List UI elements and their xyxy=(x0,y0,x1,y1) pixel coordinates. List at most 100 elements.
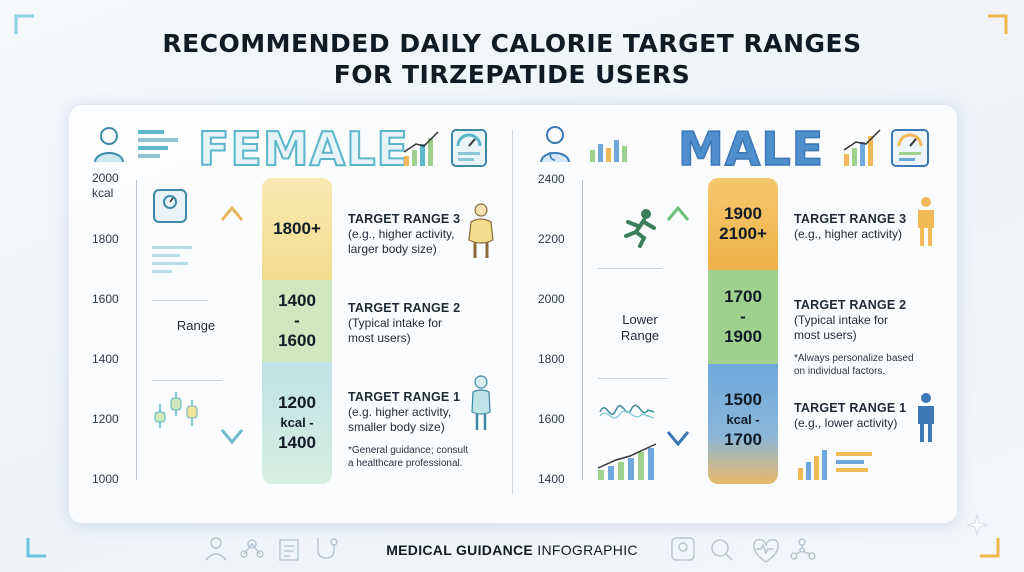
male-segment-range-1: 1500 kcal - 1700 xyxy=(708,364,778,484)
female-tick-1000: 1000 xyxy=(92,472,119,486)
segment-value: 1600 xyxy=(278,331,316,350)
male-segment-range-3: 1900 2100+ xyxy=(708,178,778,270)
scale-icon xyxy=(153,189,187,223)
panel-divider xyxy=(512,130,513,494)
segment-value: kcal - xyxy=(726,412,760,427)
list-lines-icon xyxy=(138,130,178,158)
female-tick-1800: 1800 xyxy=(92,232,119,246)
male-tick-1800: 1800 xyxy=(538,352,565,366)
corner-bracket-bottom-right xyxy=(980,538,1000,558)
body-silhouette-icon xyxy=(471,375,491,430)
body-silhouette-icon xyxy=(468,203,494,258)
footer-right-icons xyxy=(671,537,816,563)
male-tick-2200: 2200 xyxy=(538,232,565,246)
male-range-2-label: TARGET RANGE 2 (Typical intake for most … xyxy=(794,298,924,343)
note-line: *General guidance; consult xyxy=(348,445,469,456)
footer-bold: MEDICAL GUIDANCE xyxy=(386,542,534,558)
list-lines-icon-2 xyxy=(152,246,192,273)
range-title: TARGET RANGE 2 xyxy=(794,298,907,312)
male-tick-1600: 1600 xyxy=(538,412,565,426)
range-desc: most users) xyxy=(794,328,857,342)
range-desc: (e.g., lower activity) xyxy=(794,416,898,430)
range-title: TARGET RANGE 3 xyxy=(348,212,461,226)
bar-chart-icon xyxy=(590,140,627,162)
person-icon xyxy=(94,127,124,163)
male-double-arrow xyxy=(666,206,690,446)
footer-left-icons xyxy=(205,537,338,561)
note-line: on individual factors. xyxy=(794,366,886,377)
range-title: TARGET RANGE 1 xyxy=(794,401,907,415)
range-desc: smaller body size) xyxy=(348,420,445,434)
range-title: TARGET RANGE 2 xyxy=(348,301,461,315)
male-tick-1400: 1400 xyxy=(538,472,565,486)
segment-value: 1900 xyxy=(724,327,762,346)
corner-bracket-bottom-left xyxy=(26,538,46,558)
page-title: RECOMMENDED DAILY CALORIE TARGET RANGES … xyxy=(0,28,1024,90)
range-title: TARGET RANGE 1 xyxy=(348,390,461,404)
range-label-line: Lower xyxy=(622,312,658,327)
female-heading: FEMALE xyxy=(197,122,409,176)
range-title: TARGET RANGE 3 xyxy=(794,212,907,226)
female-tick-1600: 1600 xyxy=(92,292,119,306)
range-desc: (e.g., higher activity) xyxy=(794,227,903,241)
female-axis-line xyxy=(136,180,137,480)
male-note: *Always personalize based on individual … xyxy=(794,352,934,378)
female-segment-range-1: 1200 kcal - 1400 xyxy=(262,362,332,484)
segment-value: kcal - xyxy=(280,415,314,430)
segment-value: 1700 xyxy=(724,287,762,306)
runner-icon xyxy=(624,209,656,248)
female-guide-line-2 xyxy=(152,380,222,381)
range-desc: (Typical intake for xyxy=(794,313,889,327)
segment-value: 1700 xyxy=(724,430,762,449)
male-range-1-label: TARGET RANGE 1 (e.g., lower activity) xyxy=(794,401,924,431)
segment-value: - xyxy=(740,307,746,326)
segment-value: 1400 xyxy=(278,291,316,310)
male-tick-2400: 2400 xyxy=(538,172,565,186)
footer-caption: MEDICAL GUIDANCE INFOGRAPHIC xyxy=(0,542,1024,558)
female-tick-2000: 2000 xyxy=(92,171,119,185)
male-axis-line xyxy=(582,180,583,480)
male-guide-line-1 xyxy=(598,268,662,269)
segment-value: 1800+ xyxy=(273,219,321,238)
male-heading: MALE xyxy=(677,122,825,176)
female-segment-range-2: 1400 - 1600 xyxy=(262,280,332,362)
male-range-label: Lower Range xyxy=(612,312,668,344)
female-range-3-label: TARGET RANGE 3 (e.g., higher activity, l… xyxy=(348,212,478,257)
female-double-arrow xyxy=(220,206,244,444)
male-guide-line-2 xyxy=(598,378,668,379)
body-silhouette-icon xyxy=(918,393,934,442)
note-line: a healthcare professional. xyxy=(348,458,463,469)
note-line: *Always personalize based xyxy=(794,353,914,364)
title-line-1: RECOMMENDED DAILY CALORIE TARGET RANGES xyxy=(162,29,862,58)
range-desc: larger body size) xyxy=(348,242,437,256)
segment-value: 1200 xyxy=(278,393,316,412)
female-range-2-label: TARGET RANGE 2 (Typical intake for most … xyxy=(348,301,478,346)
segment-value: - xyxy=(294,311,300,330)
female-tick-1200: 1200 xyxy=(92,412,119,426)
wave-icon xyxy=(599,404,655,419)
female-range-1-label: TARGET RANGE 1 (e.g. higher activity, sm… xyxy=(348,390,478,435)
male-tick-2000: 2000 xyxy=(538,292,565,306)
male-segment-range-2: 1700 - 1900 xyxy=(708,270,778,364)
bar-chart-icon xyxy=(403,131,439,166)
corner-bracket-top-right xyxy=(988,14,1008,34)
content-panel xyxy=(68,104,958,524)
title-line-2: FOR TIRZEPATIDE USERS xyxy=(333,60,691,89)
gauge-icon xyxy=(451,129,487,167)
range-desc: (Typical intake for xyxy=(348,316,443,330)
footer-rest: INFOGRAPHIC xyxy=(533,542,638,558)
range-desc: most users) xyxy=(348,331,411,345)
segment-value: 1500 xyxy=(724,390,762,409)
female-tick-1400: 1400 xyxy=(92,352,119,366)
corner-bracket-top-left xyxy=(14,14,34,34)
bar-lines-icon xyxy=(798,450,872,480)
female-range-label: Range xyxy=(176,318,216,333)
female-axis-unit: kcal xyxy=(92,186,114,200)
doctor-icon xyxy=(540,126,570,163)
male-range-3-label: TARGET RANGE 3 (e.g., higher activity) xyxy=(794,212,924,242)
gauge-icon xyxy=(891,129,929,167)
trend-chart-icon xyxy=(597,443,657,480)
segment-value: 1900 xyxy=(724,204,762,223)
range-label-line: Range xyxy=(620,328,660,343)
bar-chart-icon xyxy=(843,129,881,166)
